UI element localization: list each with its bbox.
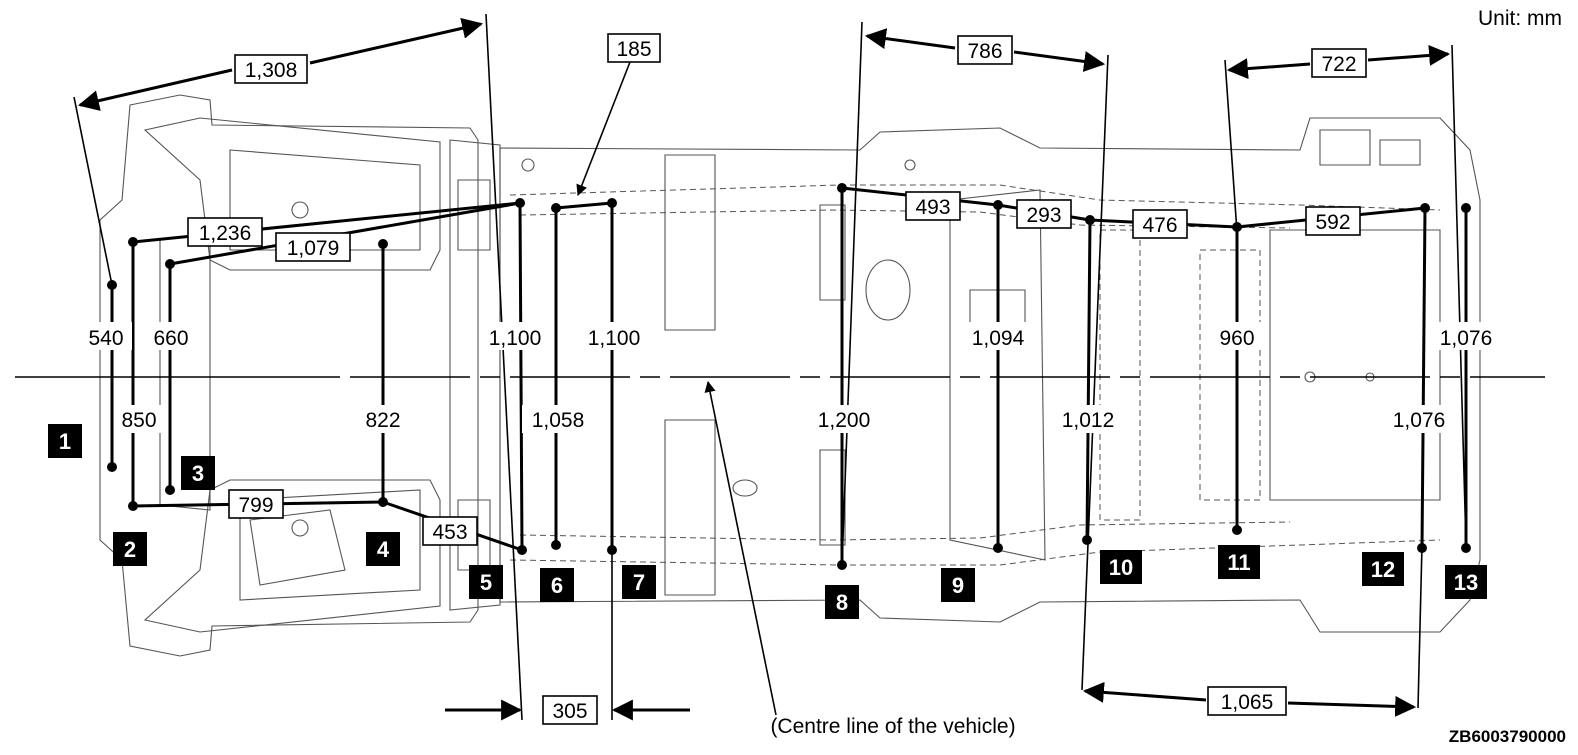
svg-text:13: 13	[1454, 570, 1478, 595]
dim-660: 660	[153, 327, 188, 350]
marker-12: 12	[1362, 552, 1404, 586]
svg-text:9: 9	[952, 573, 964, 598]
svg-text:476: 476	[1142, 214, 1177, 237]
unit-label: Unit: mm	[1478, 7, 1562, 30]
dim-1079: 1,079	[275, 232, 351, 262]
dim-822: 822	[365, 409, 400, 432]
svg-text:8: 8	[836, 590, 848, 615]
dim-1076-lower: 1,076	[1393, 409, 1446, 432]
marker-2: 2	[113, 532, 147, 566]
svg-text:1,308: 1,308	[245, 59, 298, 82]
svg-text:1,079: 1,079	[287, 237, 340, 260]
dim-1308: 1,308	[234, 54, 308, 84]
svg-text:3: 3	[192, 461, 204, 486]
svg-text:10: 10	[1109, 555, 1133, 580]
svg-text:493: 493	[915, 196, 950, 219]
extension-lines	[73, 13, 1467, 721]
marker-9: 9	[941, 568, 975, 602]
dim-1100-left: 1,100	[489, 327, 542, 350]
svg-text:11: 11	[1227, 550, 1250, 575]
measurement-points	[107, 183, 1471, 570]
svg-text:1,236: 1,236	[199, 222, 252, 245]
marker-11: 11	[1218, 545, 1260, 579]
dim-493: 493	[905, 191, 961, 221]
dim-1012: 1,012	[1062, 409, 1115, 432]
centre-line-label: (Centre line of the vehicle)	[770, 715, 1015, 738]
dim-1065: 1,065	[1207, 686, 1287, 716]
marker-4: 4	[366, 532, 400, 566]
marker-5: 5	[469, 565, 503, 599]
svg-text:799: 799	[238, 494, 273, 517]
centre-line-leader	[704, 380, 777, 716]
dim-305: 305	[542, 695, 598, 725]
svg-text:293: 293	[1026, 204, 1061, 227]
plain-dimensions: 540 660 850 822 1,100 1,100 1,058 1,200 …	[82, 322, 1502, 433]
svg-text:592: 592	[1315, 211, 1350, 234]
marker-7: 7	[622, 565, 656, 599]
dim-453: 453	[422, 516, 478, 546]
marker-3: 3	[181, 456, 215, 490]
svg-text:12: 12	[1371, 557, 1395, 582]
dim-850: 850	[121, 409, 156, 432]
marker-1: 1	[48, 424, 82, 458]
dimension-arrows	[77, 17, 1451, 721]
dim-1200: 1,200	[818, 409, 871, 432]
svg-text:6: 6	[551, 573, 563, 598]
marker-10: 10	[1100, 550, 1142, 584]
marker-13: 13	[1445, 565, 1487, 599]
svg-text:5: 5	[480, 570, 492, 595]
svg-text:1,065: 1,065	[1221, 691, 1274, 714]
marker-8: 8	[825, 585, 859, 619]
dim-592: 592	[1305, 206, 1361, 236]
svg-text:453: 453	[432, 521, 467, 544]
point-markers: 1 2 3 4 5 6 7 8 9 10 11 12 13	[48, 424, 1487, 619]
measurement-lines	[110, 186, 1468, 565]
dim-476: 476	[1132, 209, 1188, 239]
dim-293: 293	[1016, 199, 1072, 229]
svg-text:7: 7	[633, 570, 645, 595]
dim-185: 185	[607, 33, 661, 63]
svg-text:722: 722	[1321, 53, 1356, 76]
dim-786: 786	[957, 35, 1013, 65]
dim-1094: 1,094	[972, 327, 1025, 350]
figure-code: ZB6003790000	[1449, 727, 1566, 746]
dim-1236: 1,236	[187, 217, 263, 247]
svg-text:185: 185	[616, 38, 651, 61]
svg-text:786: 786	[967, 40, 1002, 63]
svg-text:1: 1	[59, 429, 71, 454]
dim-722: 722	[1311, 48, 1367, 78]
dim-799: 799	[228, 489, 284, 519]
svg-text:2: 2	[124, 537, 136, 562]
boxed-dimensions: 1,308 185 786 722 1,236 1,079 493 293 47…	[187, 33, 1367, 725]
dim-540: 540	[88, 327, 123, 350]
svg-text:305: 305	[552, 700, 587, 723]
body-outline	[99, 94, 1481, 657]
marker-6: 6	[540, 568, 574, 602]
centre-line	[15, 376, 1545, 716]
dim-960: 960	[1219, 327, 1254, 350]
svg-text:4: 4	[377, 537, 390, 562]
dim-1058: 1,058	[532, 409, 585, 432]
dim-1076-right: 1,076	[1440, 327, 1493, 350]
dim-1100-right: 1,100	[588, 327, 641, 350]
